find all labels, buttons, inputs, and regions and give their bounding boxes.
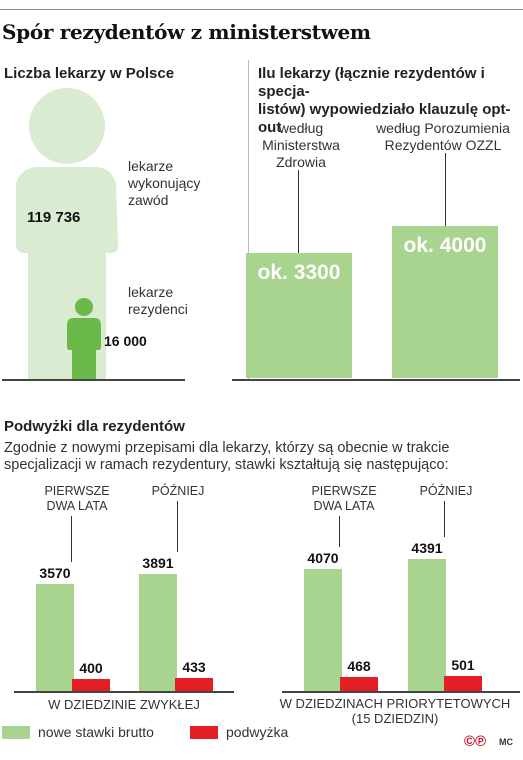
resident-doctors-silhouette [67, 298, 101, 379]
raises-axis-priority [282, 691, 520, 693]
optout-value-ozzl: ok. 4000 [403, 234, 487, 258]
total-doctors-value: 119 736 [27, 209, 81, 226]
optout-bar-ozzl [392, 226, 498, 378]
raises-heading: Podwyżki dla rezydentów [4, 418, 185, 435]
bar-gross-1-0 [304, 568, 342, 691]
value-raise-1-1: 501 [451, 656, 475, 673]
period-leader-1-1 [444, 501, 445, 538]
bar-raise-1-1 [444, 675, 482, 691]
panel-divider [248, 60, 249, 380]
period-label-1-0: PIERWSZE DWA LATA [311, 484, 377, 513]
value-gross-1-1: 4391 [411, 540, 443, 557]
optout-category-label-ministry: według Ministerstwa Zdrowia [262, 120, 340, 170]
value-gross-0-0: 3570 [39, 564, 71, 581]
doctors-heading: Liczba lekarzy w Polsce [4, 65, 175, 82]
bar-raise-1-0 [340, 676, 378, 691]
group-label-regular: W DZIEDZINIE ZWYKŁEJ [48, 697, 200, 712]
optout-heading: Ilu lekarzy (łącznie rezydentów i specja… [258, 65, 511, 136]
resident-doctors-value: 16 000 [104, 333, 147, 349]
period-label-0-1: PÓŹNIEJ [151, 484, 205, 498]
legend-swatch-gross [2, 726, 30, 739]
value-raise-1-0: 468 [347, 657, 371, 674]
legend-label-raise: podwyżka [226, 724, 289, 740]
optout-category-label-ozzl: według Porozumienia Rezydentów OZZL [376, 120, 510, 153]
copyright-icon: ©℗ [464, 733, 487, 750]
optout-bar-ministry [246, 252, 352, 378]
doctor-figures [16, 88, 119, 379]
raises-axis-regular [14, 691, 234, 693]
page-title: Spór rezydentów z ministerstwem [2, 20, 371, 44]
raises-description: Zgodnie z nowymi przepisami dla lekarzy,… [4, 440, 450, 473]
doctors-baseline [2, 379, 185, 381]
period-leader-0-0 [71, 516, 72, 562]
bar-gross-0-0 [36, 583, 74, 691]
value-gross-1-0: 4070 [307, 549, 339, 566]
optout-baseline [232, 379, 520, 381]
period-leader-1-0 [339, 516, 340, 547]
period-label-0-0: PIERWSZE DWA LATA [44, 484, 110, 513]
resident-doctors-label: lekarze rezydenci [128, 284, 188, 317]
period-label-1-1: PÓŹNIEJ [419, 484, 473, 498]
top-rule [0, 9, 523, 10]
optout-leader-ozzl [445, 153, 446, 227]
bar-raise-0-0 [72, 679, 110, 691]
author-credit: MC [499, 737, 513, 747]
optout-leader-ministry [298, 170, 299, 253]
optout-value-ministry: ok. 3300 [257, 260, 341, 284]
period-leader-0-1 [177, 501, 178, 553]
value-raise-0-0: 400 [79, 660, 103, 676]
group-label-priority: W DZIEDZINACH PRIORYTETOWYCH (15 DZIEDZI… [279, 696, 511, 726]
value-gross-0-1: 3891 [142, 555, 174, 572]
bar-gross-0-1 [139, 574, 177, 691]
legend-label-gross: nowe stawki brutto [38, 724, 154, 740]
bar-gross-1-1 [408, 559, 446, 691]
bar-raise-0-1 [175, 678, 213, 691]
total-doctors-label: lekarze wykonujący zawód [128, 158, 201, 208]
legend-swatch-raise [190, 726, 218, 739]
value-raise-0-1: 433 [182, 659, 206, 675]
